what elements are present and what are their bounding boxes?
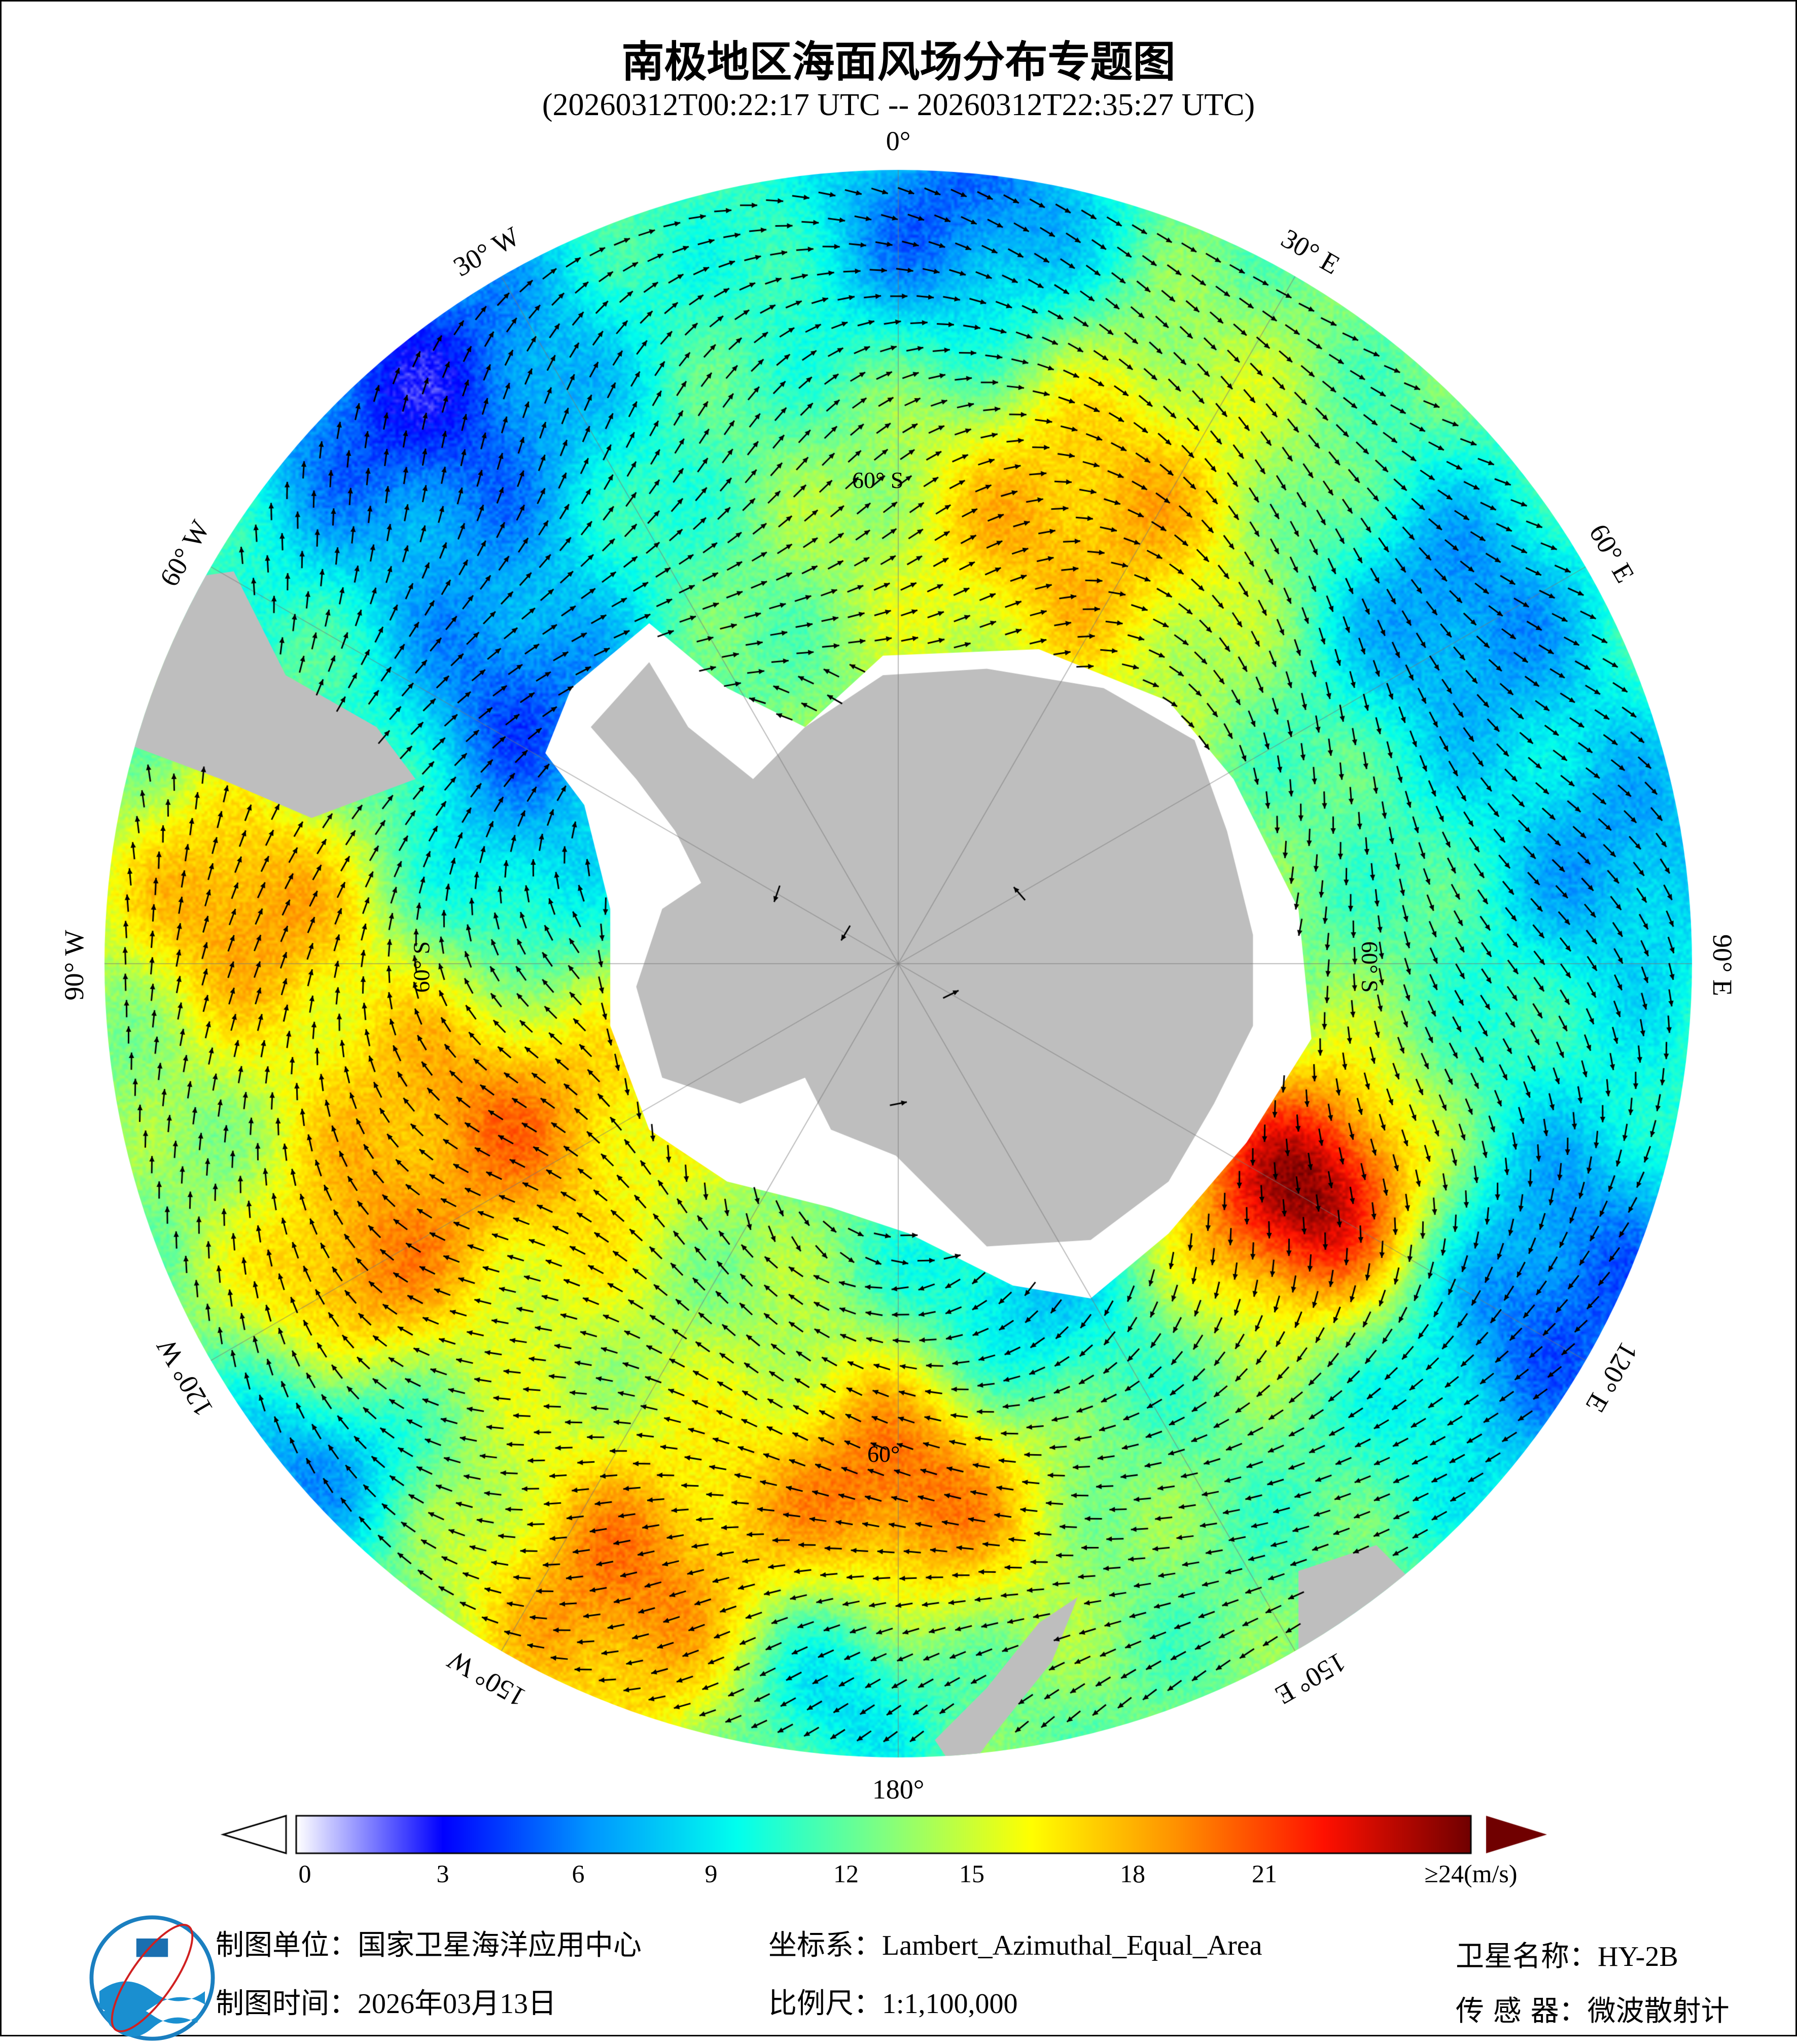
latitude-label: 60° S bbox=[1357, 941, 1383, 993]
latitude-label: 60° S bbox=[408, 941, 435, 993]
nsoas-logo bbox=[89, 1915, 215, 2041]
longitude-label: 90° W bbox=[59, 930, 89, 1001]
date-value: 2026年03月13日 bbox=[358, 1988, 556, 2020]
sensor-value: 微波散射计 bbox=[1587, 1995, 1730, 2028]
colorbar-tick: 18 bbox=[1120, 1859, 1145, 1888]
date-label: 制图时间： bbox=[216, 1987, 358, 2020]
scale-label: 比例尺： bbox=[768, 1987, 882, 2020]
colorbar-tick: 21 bbox=[1252, 1859, 1277, 1888]
colorbar-tick: 9 bbox=[704, 1859, 718, 1888]
crs-value: Lambert_Azimuthal_Equal_Area bbox=[882, 1930, 1262, 1961]
sensor-line: 传 感 器：微波散射计 bbox=[1456, 1988, 1730, 2029]
org-label: 制图单位： bbox=[216, 1929, 358, 1962]
colorbar-tick: 0 bbox=[298, 1859, 311, 1888]
satellite-line: 卫星名称：HY-2B bbox=[1456, 1933, 1678, 1975]
colorbar-tick: 12 bbox=[833, 1859, 859, 1888]
org-value: 国家卫星海洋应用中心 bbox=[358, 1929, 642, 1962]
colorbar-tick: ≥24(m/s) bbox=[1424, 1859, 1518, 1888]
colorbar-tick: 6 bbox=[572, 1859, 585, 1888]
colorbar bbox=[218, 1806, 1567, 1856]
wind-field-map bbox=[0, 134, 1797, 1803]
org-line: 制图单位：国家卫星海洋应用中心 bbox=[216, 1922, 642, 1963]
satellite-label: 卫星名称： bbox=[1456, 1940, 1598, 1973]
scale-line: 比例尺：1:1,100,000 bbox=[768, 1981, 1018, 2022]
longitude-label: 90° E bbox=[1707, 934, 1738, 997]
crs-label: 坐标系： bbox=[768, 1929, 882, 1962]
page-title: 南极地区海面风场分布专题图 bbox=[621, 37, 1176, 87]
colorbar-tick: 15 bbox=[959, 1859, 984, 1888]
latitude-label: 60° bbox=[867, 1441, 900, 1467]
date-line: 制图时间：2026年03月13日 bbox=[216, 1981, 556, 2022]
time-range-subtitle: (20260312T00:22:17 UTC -- 20260312T22:35… bbox=[542, 88, 1255, 122]
longitude-label: 180° bbox=[872, 1774, 925, 1805]
latitude-label: 60° S bbox=[852, 467, 904, 493]
colorbar-tick: 3 bbox=[436, 1859, 449, 1888]
crs-line: 坐标系：Lambert_Azimuthal_Equal_Area bbox=[768, 1922, 1262, 1963]
satellite-value: HY-2B bbox=[1598, 1941, 1678, 1972]
longitude-label: 0° bbox=[886, 126, 911, 156]
scale-value: 1:1,100,000 bbox=[882, 1988, 1018, 2020]
sensor-label: 传 感 器： bbox=[1456, 1995, 1588, 2028]
